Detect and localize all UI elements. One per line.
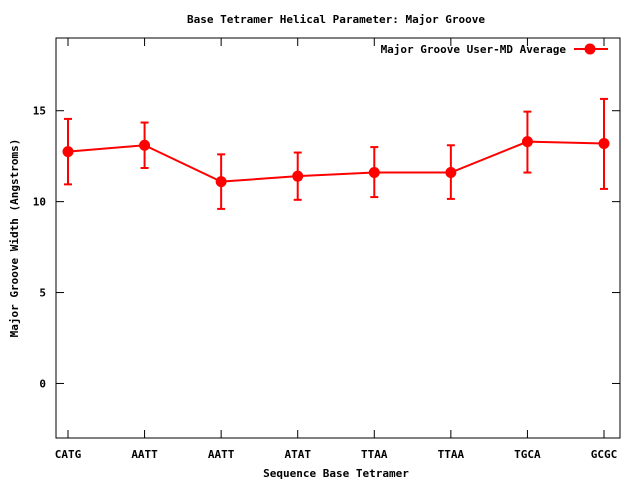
x-tick-label: TTAA xyxy=(361,448,388,461)
x-tick-label: ATAT xyxy=(284,448,311,461)
legend-label: Major Groove User-MD Average xyxy=(381,43,567,56)
data-point xyxy=(62,146,74,158)
x-axis: CATG AATT AATT ATAT TTAA TTAA TGCA GCGC xyxy=(55,38,618,461)
data-point xyxy=(445,167,457,179)
y-tick-label: 10 xyxy=(33,196,46,209)
data-point xyxy=(215,176,227,188)
data-point xyxy=(139,139,151,151)
x-axis-label: Sequence Base Tetramer xyxy=(263,467,409,480)
y-tick-label: 15 xyxy=(33,105,46,118)
x-tick-label: CATG xyxy=(55,448,82,461)
series-major-groove xyxy=(62,97,610,210)
x-tick-label: AATT xyxy=(208,448,235,461)
chart-title: Base Tetramer Helical Parameter: Major G… xyxy=(187,13,485,26)
y-tick-label: 5 xyxy=(39,287,46,300)
data-point xyxy=(368,167,380,179)
data-point xyxy=(521,136,533,148)
series-line xyxy=(67,140,605,183)
y-axis: 0 5 10 15 xyxy=(33,105,620,390)
data-point xyxy=(292,170,304,182)
y-axis-label: Major Groove Width (Angstroms) xyxy=(8,139,21,338)
legend-marker xyxy=(584,43,596,55)
x-tick-label: TGCA xyxy=(514,448,541,461)
legend: Major Groove User-MD Average xyxy=(381,43,608,56)
data-point xyxy=(598,137,610,149)
plot-frame xyxy=(55,37,621,439)
x-tick-label: AATT xyxy=(131,448,158,461)
x-tick-label: TTAA xyxy=(438,448,465,461)
x-tick-label: GCGC xyxy=(591,448,618,461)
y-tick-label: 0 xyxy=(39,377,46,390)
